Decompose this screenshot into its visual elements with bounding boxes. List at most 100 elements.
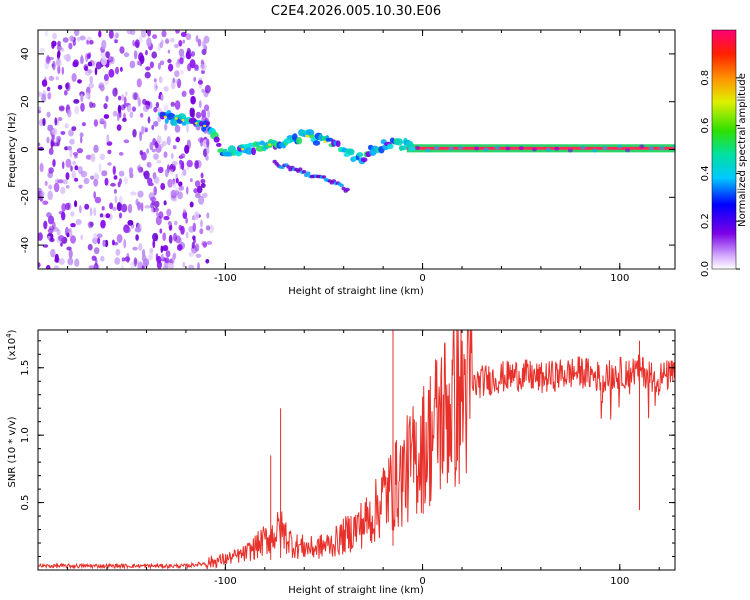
signal-peak [203, 124, 207, 128]
noise-speckle [70, 211, 75, 217]
spectrogram-marks [38, 30, 675, 269]
noise-speckle [189, 201, 194, 208]
noise-speckle [114, 66, 120, 75]
noise-speckle [157, 166, 164, 174]
noise-speckle [53, 265, 60, 269]
noise-speckle [138, 243, 143, 251]
noise-speckle [155, 85, 158, 89]
noise-speckle [160, 94, 164, 101]
spectrogram-ylabel: Frequency (Hz) [7, 112, 18, 188]
noise-speckle [138, 35, 143, 43]
noise-speckle [147, 161, 152, 168]
noise-speckle [47, 190, 53, 201]
noise-speckle [52, 60, 56, 71]
noise-speckle [86, 53, 91, 60]
signal-blob [434, 145, 440, 150]
noise-speckle [51, 40, 57, 47]
noise-speckle [95, 61, 102, 70]
noise-speckle [54, 117, 58, 126]
noise-speckle [74, 258, 80, 267]
snr-line [38, 330, 675, 570]
noise-speckle [182, 39, 185, 44]
signal-blob [213, 136, 220, 143]
noise-speckle [200, 172, 204, 179]
signal-blob [335, 140, 341, 148]
noise-speckle [194, 180, 201, 188]
x-tick-label: 0 [419, 273, 425, 284]
noise-speckle [62, 37, 69, 43]
noise-speckle [149, 61, 154, 69]
noise-speckle [45, 56, 51, 65]
noise-speckle [185, 217, 188, 224]
noise-speckle [160, 182, 166, 191]
noise-speckle [196, 185, 203, 194]
noise-speckle [67, 257, 74, 266]
noise-speckle [134, 227, 141, 233]
noise-speckle [171, 254, 175, 264]
noise-speckle [198, 83, 203, 89]
noise-speckle [141, 265, 145, 269]
noise-speckle [67, 109, 72, 118]
noise-speckle [145, 104, 150, 110]
noise-speckle [57, 117, 63, 121]
noise-speckle [90, 154, 96, 163]
noise-speckle [191, 51, 195, 57]
noise-speckle [126, 252, 130, 261]
noise-speckle [93, 207, 97, 217]
noise-speckle [112, 87, 118, 97]
signal-blob [425, 148, 431, 153]
noise-speckle [101, 170, 108, 177]
signal-blob [394, 138, 404, 146]
spectrogram-xlabel: Height of straight line (km) [288, 286, 424, 297]
noise-speckle [74, 177, 79, 182]
y-tick-label: -20 [20, 189, 31, 205]
noise-speckle [181, 90, 187, 97]
noise-speckle [55, 76, 59, 81]
noise-speckle [98, 163, 102, 173]
noise-speckle [44, 76, 47, 85]
colorbar-tick-label: 0.0 [700, 261, 711, 277]
noise-speckle [185, 33, 192, 41]
colorbar-ticks: 0.0 0.2 0.4 0.6 0.8 [700, 70, 740, 277]
noise-speckle [194, 64, 199, 70]
noise-speckle [89, 207, 93, 217]
noise-speckle [160, 245, 164, 253]
noise-speckle [80, 102, 85, 112]
noise-speckle [68, 249, 73, 259]
noise-speckle [127, 219, 134, 226]
y-tick-label: 0.5 [20, 495, 31, 511]
noise-speckle [127, 203, 133, 214]
signal-blob [474, 146, 480, 151]
snr-ticks: -100 0 100 0.5 1.0 1.5 [20, 330, 675, 587]
noise-speckle [67, 145, 72, 151]
noise-speckle [68, 129, 74, 137]
noise-speckle [173, 187, 180, 195]
secondary-blob [345, 187, 350, 192]
noise-speckle [117, 112, 120, 122]
noise-speckle [108, 30, 114, 39]
noise-speckle [201, 88, 205, 93]
noise-speckle [199, 137, 204, 147]
noise-speckle [204, 84, 211, 94]
noise-speckle [175, 235, 181, 244]
noise-speckle [166, 208, 172, 217]
noise-speckle [137, 201, 142, 211]
noise-speckle [69, 138, 75, 145]
noise-speckle [162, 232, 167, 241]
signal-blob [291, 133, 298, 141]
noise-speckle [57, 50, 61, 58]
noise-speckle [163, 86, 169, 92]
noise-speckle [152, 34, 158, 39]
noise-speckle [152, 239, 156, 249]
signal-blob [347, 148, 355, 156]
noise-speckle [195, 253, 202, 258]
noise-speckle [50, 248, 56, 258]
chart-title: C2E4.2026.005.10.30.E06 [271, 4, 441, 19]
noise-speckle [109, 202, 114, 210]
noise-speckle [164, 123, 168, 131]
noise-speckle [99, 84, 105, 92]
signal-blob [309, 134, 316, 139]
noise-speckle [102, 239, 106, 247]
noise-speckle [178, 40, 183, 47]
noise-speckle [50, 140, 54, 149]
